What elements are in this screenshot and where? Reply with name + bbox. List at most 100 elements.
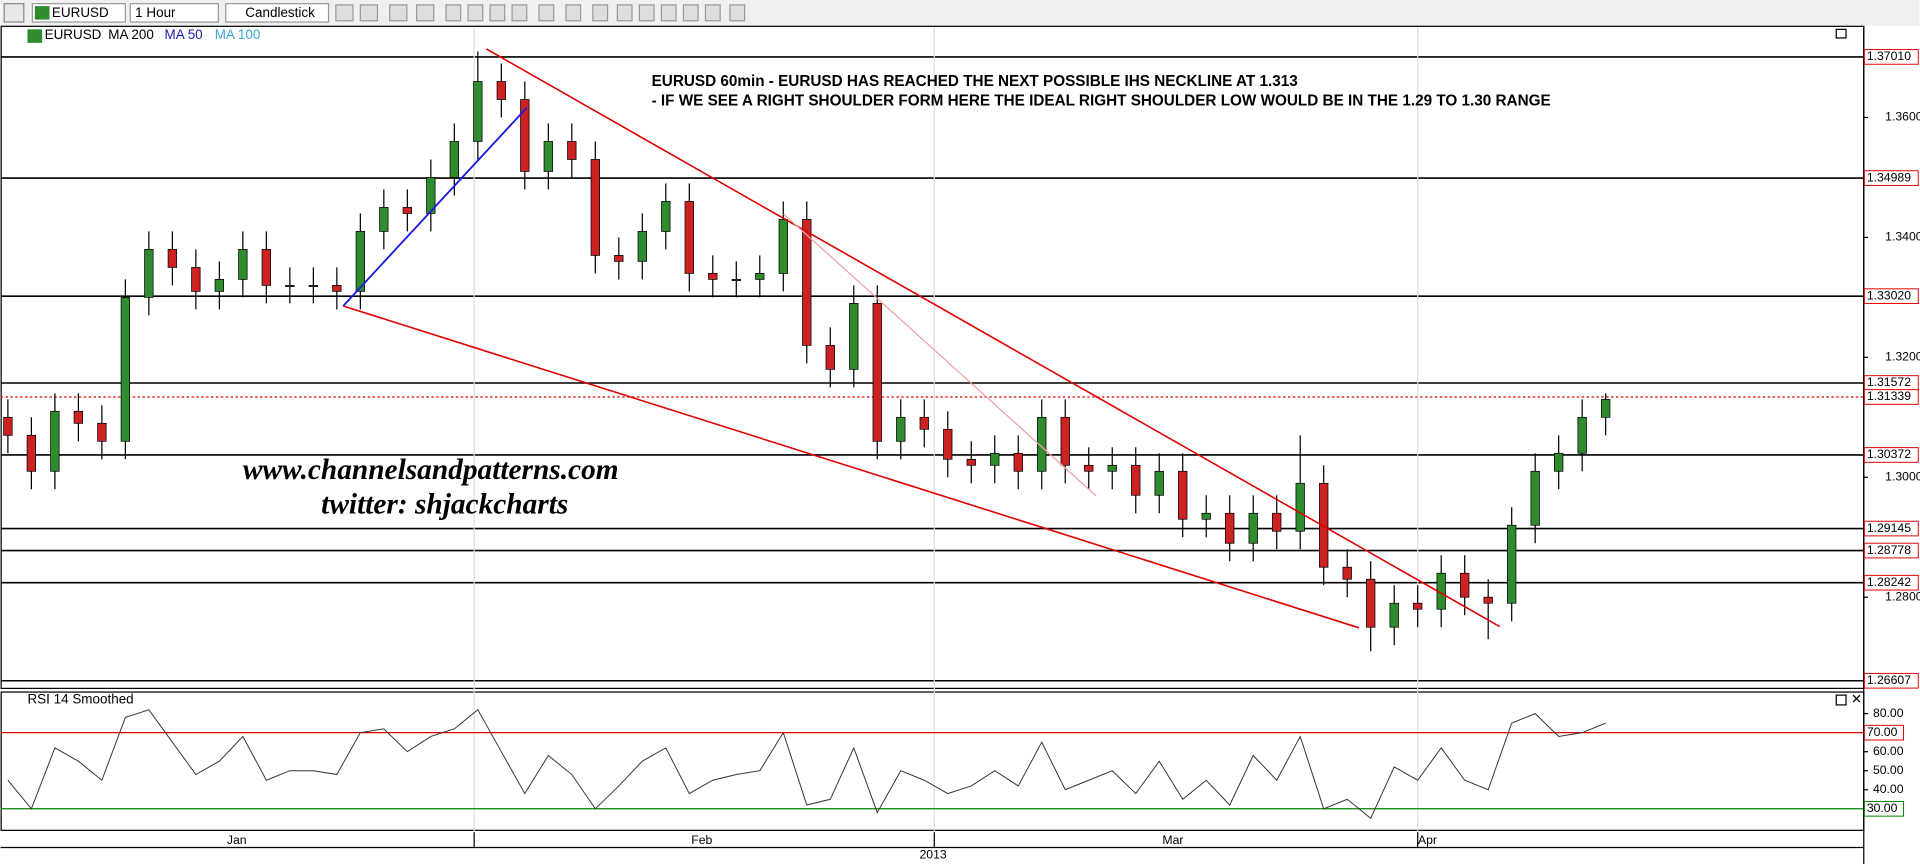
legend-symbol: EURUSD — [45, 27, 102, 42]
candle-body — [379, 207, 389, 232]
y-tick-label: 1.30000 — [1885, 470, 1920, 484]
legend-ma: MA 100 — [215, 27, 261, 42]
candle-body — [849, 303, 859, 370]
candle-body — [1483, 596, 1493, 604]
candle-body — [755, 273, 765, 280]
candle-body — [1060, 416, 1070, 466]
candle-body — [802, 219, 812, 346]
candle-body — [120, 297, 131, 442]
candle-body — [1507, 524, 1517, 604]
level-label: 1.29145 — [1867, 521, 1911, 535]
candle-body — [1084, 464, 1094, 472]
style-box[interactable] — [225, 3, 330, 23]
level-label-box — [1863, 574, 1919, 591]
x-tick-label: Feb — [691, 833, 712, 847]
candle-body — [708, 273, 718, 280]
candle-body — [332, 285, 342, 292]
level-label-box — [1863, 447, 1919, 463]
level-label: 1.28778 — [1867, 543, 1911, 557]
level-label: 1.31572 — [1867, 375, 1911, 389]
candle-body — [872, 303, 882, 442]
trendline — [783, 213, 1097, 497]
candle-body — [637, 231, 647, 262]
symbol-box[interactable] — [31, 3, 126, 23]
candle-body — [449, 141, 459, 178]
candle-body — [1389, 602, 1399, 628]
menu-button[interactable] — [3, 3, 25, 23]
tool-icons[interactable] — [335, 4, 746, 22]
close-button[interactable]: ✕ — [1851, 692, 1862, 707]
level-label-box — [1863, 724, 1905, 741]
candle-body — [943, 428, 953, 460]
candle-body — [214, 279, 225, 292]
level-label-box — [1863, 542, 1919, 559]
annotation: - IF WE SEE A RIGHT SHOULDER FORM HERE T… — [652, 93, 1551, 110]
candle-body — [167, 249, 178, 268]
x-tick-label: Mar — [1162, 833, 1183, 847]
level-label-box — [1863, 672, 1919, 689]
candle-body — [308, 285, 318, 287]
interval-box[interactable] — [129, 3, 219, 23]
price-layer: 1.36000 1.34000 1.32000 1.30000 1.28000 1.370… — [0, 26, 1920, 862]
candle-body — [1248, 512, 1258, 544]
candle-body — [1178, 470, 1188, 520]
trendlines — [342, 48, 1501, 629]
candle-body — [966, 458, 976, 466]
candle-body — [496, 81, 506, 100]
trendline — [342, 107, 528, 307]
candle-body — [684, 201, 694, 274]
level-label-box — [1863, 49, 1919, 65]
candle-body — [1530, 470, 1540, 526]
candle-body — [1601, 398, 1611, 418]
rsi-title: RSI 14 Smoothed — [27, 692, 133, 707]
level-label-box — [1863, 288, 1919, 305]
candle-body — [285, 285, 295, 287]
candle-body — [1295, 482, 1305, 532]
candle-body — [261, 249, 272, 286]
candle-body — [614, 255, 624, 262]
candle-body — [50, 410, 60, 472]
legend-ma: MA 200 — [108, 27, 154, 42]
maximize-button[interactable] — [1835, 694, 1847, 706]
candle-body — [1319, 482, 1329, 568]
y-tick-label: 80.00 — [1873, 706, 1904, 720]
candle-body — [191, 267, 201, 292]
rsi-line — [7, 709, 1606, 820]
candle-body — [520, 99, 530, 172]
candle-body — [426, 177, 436, 214]
candle-body — [1460, 572, 1470, 598]
level-label-box — [1863, 389, 1919, 405]
y-tick-label: 1.34000 — [1885, 230, 1920, 244]
candle-body — [26, 434, 37, 472]
candle-body — [567, 141, 577, 160]
level-label: 1.31339 — [1867, 389, 1911, 403]
candle-body — [1131, 464, 1141, 496]
rsi-panel — [0, 691, 1865, 831]
watermark: www.channelsandpatterns.com — [243, 454, 619, 486]
candle-body — [1577, 416, 1587, 454]
candle-body — [1037, 416, 1047, 472]
candle-body — [1225, 512, 1235, 544]
y-tick-label: 1.32000 — [1885, 350, 1920, 364]
candle-body — [97, 422, 107, 442]
y-tick-label: 40.00 — [1873, 782, 1904, 796]
symbol: EURUSD — [52, 5, 109, 20]
candle-body — [238, 249, 248, 280]
y-tick-label: 1.36000 — [1885, 110, 1920, 124]
candle-body — [1366, 578, 1376, 628]
candle-body — [144, 249, 154, 298]
candle-body — [3, 416, 13, 436]
candle-body — [778, 219, 788, 274]
maximize-button[interactable] — [1835, 28, 1847, 39]
level-label: 1.33020 — [1867, 288, 1911, 302]
level-label: 30.00 — [1867, 801, 1898, 815]
level-label: 1.26607 — [1867, 673, 1911, 687]
candle-body — [825, 344, 835, 370]
watermark: twitter: shjackcharts — [321, 488, 568, 520]
legend-ma: MA 50 — [165, 27, 203, 42]
level-label: 70.00 — [1867, 725, 1898, 739]
candle-body — [896, 416, 906, 442]
y-tick-label: 60.00 — [1873, 744, 1904, 758]
